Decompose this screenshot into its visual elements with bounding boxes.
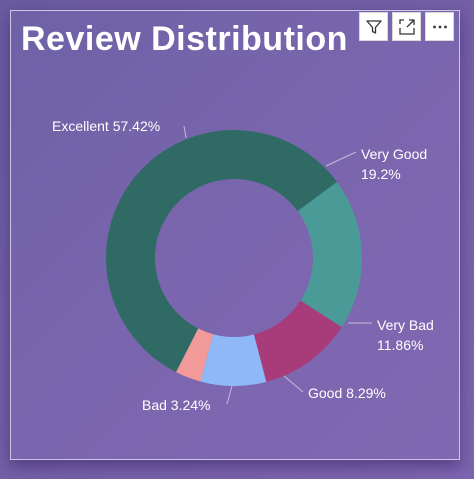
filter-button[interactable] <box>359 12 388 41</box>
leader-line-excellent <box>183 125 187 139</box>
leader-line-bad <box>226 385 233 405</box>
slice-excellent[interactable] <box>106 130 338 373</box>
data-label-excellent: Excellent 57.42% <box>52 118 160 134</box>
slice-bad[interactable] <box>176 328 214 382</box>
data-label-very-good: Very Good 19.2% <box>361 146 427 182</box>
slice-very-bad[interactable] <box>253 300 342 382</box>
focus-mode-button[interactable] <box>392 12 421 41</box>
data-label-very-bad: Very Bad 11.86% <box>377 317 434 353</box>
chart-title: Review Distribution <box>21 20 348 58</box>
filter-icon <box>365 19 382 34</box>
focus-mode-icon <box>398 18 415 35</box>
visual-toolbar <box>359 12 454 41</box>
data-label-good: Good 8.29% <box>308 385 386 401</box>
leader-line-good <box>283 375 304 393</box>
more-options-icon <box>432 25 447 28</box>
slice-very-good[interactable] <box>297 182 362 328</box>
data-label-bad: Bad 3.24% <box>142 397 211 413</box>
more-options-button[interactable] <box>425 12 454 41</box>
leader-line-very-good <box>325 151 357 167</box>
slice-good[interactable] <box>200 334 267 386</box>
